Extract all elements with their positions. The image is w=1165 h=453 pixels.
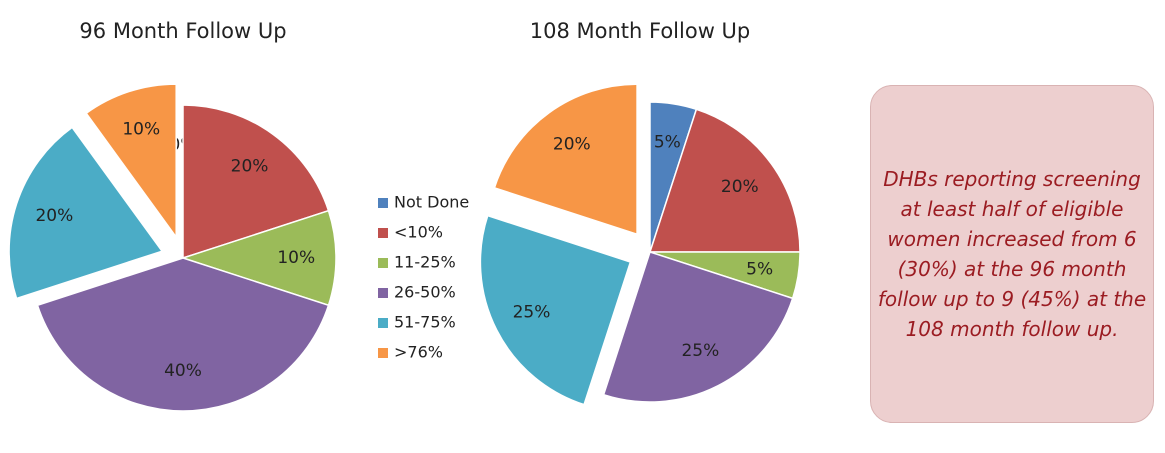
slice-label: 5% (654, 132, 681, 152)
legend-label: Not Done (394, 193, 469, 212)
chart-title: 108 Month Follow Up (530, 19, 751, 43)
slice-label: 25% (681, 341, 719, 361)
pie-slice (85, 83, 177, 240)
pie-slice (493, 83, 638, 236)
pie-slice (479, 214, 632, 406)
slice-label: 40% (164, 361, 202, 381)
slice-label: 20% (553, 134, 591, 154)
slice-label: 20% (231, 156, 269, 176)
legend-label: 26-50% (394, 283, 456, 302)
callout-text: DHBs reporting screening at least half o… (877, 167, 1147, 341)
slice-label: 20% (721, 177, 759, 197)
legend-swatch (378, 198, 388, 208)
slice-label: 10% (122, 119, 160, 139)
legend-swatch (378, 228, 388, 238)
slice-label: 5% (746, 259, 773, 279)
pie-slice (36, 257, 330, 412)
slice-label: 20% (35, 206, 73, 226)
pie-slice (180, 209, 337, 307)
charts: 96 Month Follow Up0%20%10%40%20%10%108 M… (8, 19, 801, 412)
chart-title: 96 Month Follow Up (79, 19, 286, 43)
callout: DHBs reporting screening at least half o… (870, 85, 1154, 423)
pie-slice (602, 251, 794, 403)
pie-slice (182, 104, 330, 260)
legend-swatch (378, 348, 388, 358)
slice-label: 10% (277, 248, 315, 268)
legend-swatch (378, 318, 388, 328)
pie-slice (648, 108, 801, 253)
legend-swatch (378, 288, 388, 298)
slice-label: 25% (513, 302, 551, 322)
legend-swatch (378, 258, 388, 268)
legend-label: <10% (394, 223, 443, 242)
legend-label: 11-25% (394, 253, 456, 272)
legend-label: >76% (394, 343, 443, 362)
legend-label: 51-75% (394, 313, 456, 332)
pie-slice (8, 126, 164, 300)
